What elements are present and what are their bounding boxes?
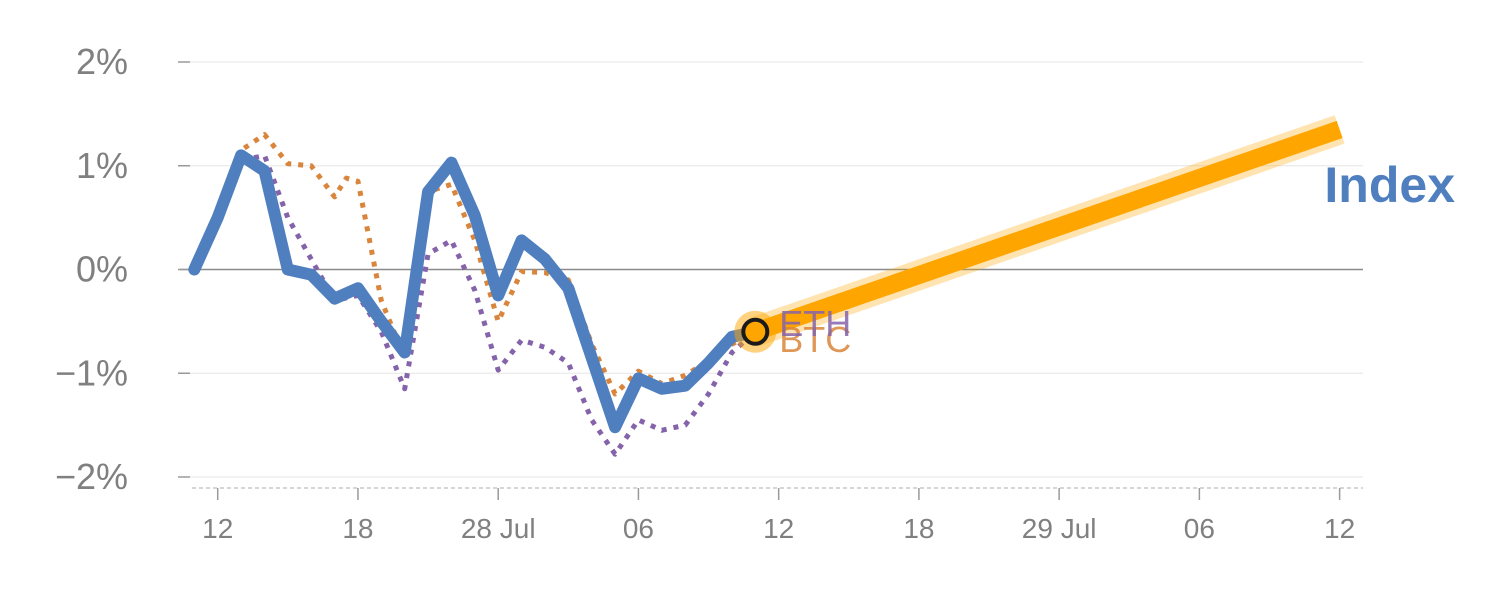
x-tick-label-2: 28 Jul: [461, 513, 536, 544]
series-labels: BTC ETH Index: [779, 157, 1455, 360]
x-tick-label-1: 18: [342, 513, 373, 544]
x-tick-label-5: 18: [903, 513, 934, 544]
index-label: Index: [1324, 157, 1455, 213]
y-tick-label-2: 0%: [76, 249, 128, 290]
x-tick-label-8: 12: [1324, 513, 1355, 544]
x-tick-label-4: 12: [763, 513, 794, 544]
x-tick-label-7: 06: [1184, 513, 1215, 544]
btc-label: BTC: [779, 319, 851, 360]
projection: [734, 115, 1345, 353]
y-tick-label-4: −2%: [55, 456, 128, 497]
series-eth-line: [192, 152, 757, 457]
grid-lines: [180, 61, 1363, 478]
series-lines: [188, 132, 762, 457]
x-tick-label-3: 06: [623, 513, 654, 544]
x-axis: 12 18 28 Jul 06 12 18 29 Jul 06 12: [192, 487, 1363, 544]
eth-label: ETH: [779, 303, 851, 344]
end-marker: [741, 317, 770, 346]
x-tick-label-0: 12: [202, 513, 233, 544]
y-tick-label-1: 1%: [76, 145, 128, 186]
y-tick-label-3: −1%: [55, 352, 128, 393]
y-axis: 2% 1% 0% −1% −2%: [55, 41, 190, 497]
y-tick-label-0: 2%: [76, 41, 128, 82]
series-index-line: [188, 149, 762, 434]
projection-line: [752, 120, 1343, 341]
x-tick-label-6: 29 Jul: [1022, 513, 1097, 544]
series-btc-line: [191, 132, 757, 397]
